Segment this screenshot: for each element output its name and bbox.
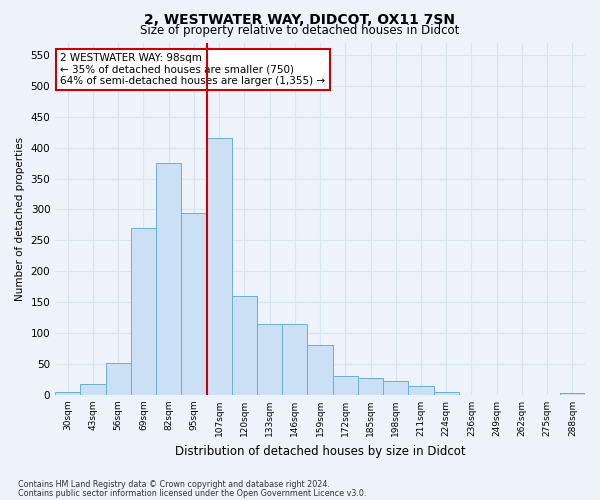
Bar xyxy=(560,393,585,395)
Bar xyxy=(55,392,80,395)
Bar xyxy=(232,296,257,395)
Bar xyxy=(409,386,434,395)
Text: 2, WESTWATER WAY, DIDCOT, OX11 7SN: 2, WESTWATER WAY, DIDCOT, OX11 7SN xyxy=(145,12,455,26)
Bar xyxy=(106,363,131,395)
Bar xyxy=(307,346,332,395)
Bar xyxy=(358,378,383,395)
Bar xyxy=(332,376,358,395)
Bar xyxy=(282,324,307,395)
Text: Contains public sector information licensed under the Open Government Licence v3: Contains public sector information licen… xyxy=(18,488,367,498)
Bar xyxy=(131,228,156,395)
Bar xyxy=(80,384,106,395)
Bar xyxy=(206,138,232,395)
Bar xyxy=(156,163,181,395)
X-axis label: Distribution of detached houses by size in Didcot: Distribution of detached houses by size … xyxy=(175,444,466,458)
Bar xyxy=(257,324,282,395)
Text: Contains HM Land Registry data © Crown copyright and database right 2024.: Contains HM Land Registry data © Crown c… xyxy=(18,480,330,489)
Bar xyxy=(434,392,459,395)
Bar xyxy=(383,382,409,395)
Text: Size of property relative to detached houses in Didcot: Size of property relative to detached ho… xyxy=(140,24,460,37)
Bar xyxy=(181,212,206,395)
Text: 2 WESTWATER WAY: 98sqm
← 35% of detached houses are smaller (750)
64% of semi-de: 2 WESTWATER WAY: 98sqm ← 35% of detached… xyxy=(61,53,326,86)
Y-axis label: Number of detached properties: Number of detached properties xyxy=(15,136,25,301)
